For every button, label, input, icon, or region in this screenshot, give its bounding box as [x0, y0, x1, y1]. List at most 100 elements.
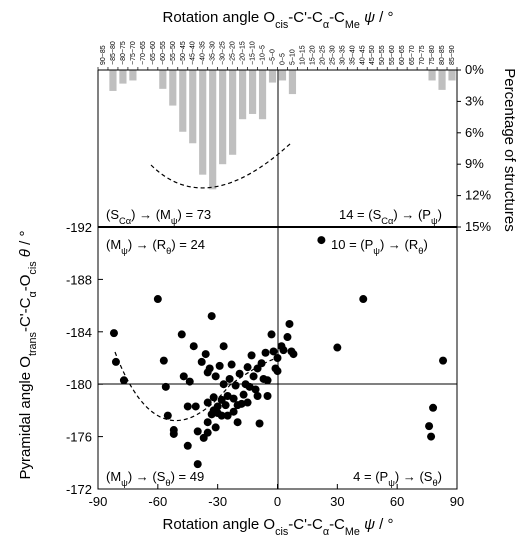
hist-axis-title: Rotation angle Ocis-C'-Cα-CMe ψ / ° [163, 9, 394, 31]
scatter-trend-curve [114, 351, 282, 422]
hist-category-label: −75−70 [130, 41, 137, 65]
scatter-point [427, 432, 436, 441]
hist-category-label: 0−5 [279, 53, 286, 65]
scatter-point [177, 330, 186, 339]
scatter-point [203, 428, 212, 437]
hist-category-label: −30−25 [220, 41, 227, 65]
scatter-point [285, 319, 294, 328]
hist-category-label: −60−55 [160, 41, 167, 65]
histogram-bar [268, 70, 277, 83]
scatter-point [439, 356, 448, 365]
hist-y-tick-label: 15% [465, 219, 491, 234]
scatter-point [251, 385, 260, 394]
scatter-point [207, 312, 216, 321]
hist-trend-curve [150, 142, 292, 189]
scatter-x-tick-label: 90 [450, 494, 464, 509]
scatter-y-axis-title: Pyramidal angle Otrans-C'-Cα-Ocis θ / ° [17, 231, 39, 480]
histogram-bar [129, 70, 137, 81]
scatter-annotation-top-right: 10 = (Pψ) → (Rθ) [331, 237, 428, 256]
hist-category-label: 55−60 [389, 45, 396, 65]
scatter-point [235, 369, 244, 378]
scatter-point [247, 351, 256, 360]
scatter-x-tick-label: 0 [274, 494, 281, 509]
scatter-point [183, 441, 192, 450]
hist-category-label: 50−55 [379, 45, 386, 65]
scatter-point [257, 359, 266, 368]
scatter-point [169, 429, 178, 438]
scatter-point [223, 411, 232, 420]
scatter-x-axis-title: Rotation angle Ocis-C'-Cα-CMe ψ / ° [163, 516, 394, 538]
scatter-point [219, 380, 228, 389]
scatter-point [243, 398, 252, 407]
histogram-bar [169, 70, 177, 106]
scatter-annotation-bottom-right: 4 = (Pψ) → (Sθ) [353, 469, 442, 488]
hist-category-label: 85−90 [449, 45, 456, 65]
scatter-point [203, 398, 212, 407]
hist-category-label: −65−60 [150, 41, 157, 65]
scatter-point [197, 357, 206, 366]
scatter-point [161, 382, 170, 391]
histogram-bar [448, 70, 456, 81]
hist-category-label: −20−15 [240, 41, 247, 65]
hist-category-label: 30−35 [339, 45, 346, 65]
hist-y-tick-label: 0% [465, 62, 484, 77]
hist-y-tick-label: 6% [465, 125, 484, 140]
hist-y-tick-label: 12% [465, 188, 491, 203]
hist-category-label: −25−20 [230, 41, 237, 65]
histogram-bar [278, 70, 287, 81]
scatter-point [227, 360, 236, 369]
scatter-x-tick-label: -30 [208, 494, 227, 509]
histogram-bar [229, 70, 237, 155]
scatter-annotation-top-left: (Mψ) → (Rθ) = 24 [106, 237, 205, 256]
hist-category-label: −10−5 [260, 45, 267, 65]
scatter-point [211, 423, 220, 432]
hist-category-label: 65−70 [409, 45, 416, 65]
hist-category-label: 5−10 [289, 49, 296, 65]
histogram-bar [219, 70, 227, 165]
scatter-y-tick-label: -188 [66, 272, 92, 287]
hist-category-label: 10−15 [299, 45, 306, 65]
hist-category-label: 35−40 [349, 45, 356, 65]
hist-category-label: −40−35 [200, 41, 207, 65]
scatter-point [269, 347, 278, 356]
scatter-point [219, 342, 228, 351]
scatter-y-tick-label: -180 [66, 377, 92, 392]
scatter-point [317, 236, 326, 245]
histogram-bar [288, 70, 297, 95]
scatter-point [263, 376, 272, 385]
scatter-point [283, 333, 292, 342]
hist-category-label: −55−50 [170, 41, 177, 65]
scatter-point [289, 350, 298, 359]
scatter-point [279, 346, 288, 355]
histogram-bar [159, 70, 167, 89]
hist-category-label: −85−80 [110, 41, 117, 65]
scatter-y-tick-label: -192 [66, 220, 92, 235]
scatter-point [237, 399, 246, 408]
scatter-point [179, 372, 188, 381]
scatter-point [201, 350, 210, 359]
scatter-y-tick-label: -172 [66, 482, 92, 497]
scatter-x-tick-label: 60 [390, 494, 404, 509]
scatter-point [203, 418, 212, 427]
scatter-point [217, 411, 226, 420]
scatter-point [267, 330, 276, 339]
scatter-point [111, 357, 120, 366]
histogram-bar [248, 70, 257, 114]
scatter-point [253, 391, 262, 400]
hist-category-label: −80−75 [120, 41, 127, 65]
scatter-point [183, 402, 192, 411]
hist-category-label: 40−45 [359, 45, 366, 65]
hist-annotation-right: 14 = (SCα) → (Pψ) [339, 207, 442, 226]
histogram-bar [428, 70, 436, 81]
scatter-point [245, 382, 254, 391]
scatter-point [273, 367, 282, 376]
scatter-point [263, 391, 272, 400]
histogram-bar [199, 70, 207, 175]
scatter-point [193, 460, 202, 469]
hist-y-tick-label: 3% [465, 93, 484, 108]
scatter-point [225, 374, 234, 383]
hist-category-label: 45−50 [369, 45, 376, 65]
hist-y-axis-title: Percentage of structures [501, 68, 518, 231]
